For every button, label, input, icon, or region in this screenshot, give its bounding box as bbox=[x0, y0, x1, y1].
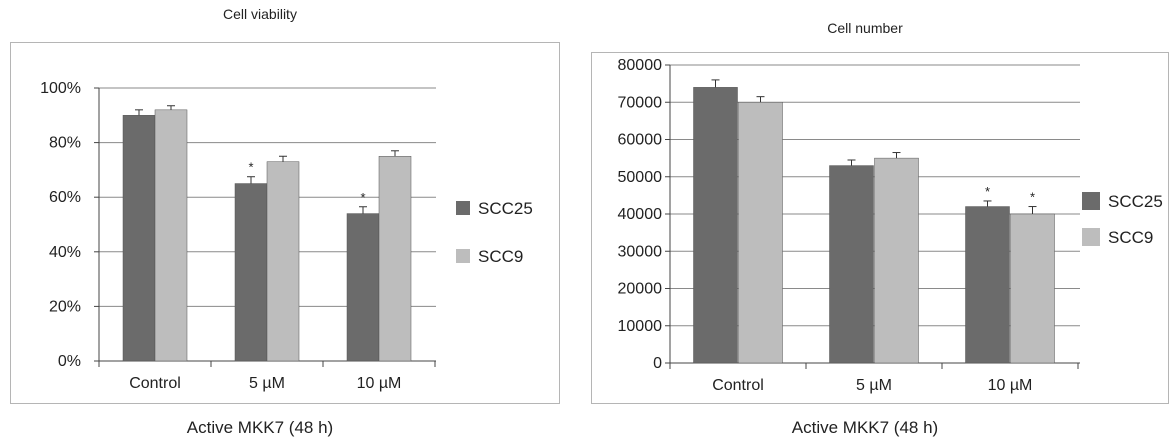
bar-scc25-0 bbox=[693, 87, 738, 364]
y-tick-label: 60% bbox=[49, 189, 81, 206]
chart-title-viability: Cell viability bbox=[223, 6, 297, 22]
bar-scc25-2 bbox=[965, 206, 1010, 364]
significance-star: * bbox=[360, 190, 365, 205]
legend-label-scc9: SCC9 bbox=[478, 247, 523, 266]
y-tick-label: 40% bbox=[49, 244, 81, 261]
bar-scc9-1 bbox=[266, 161, 300, 362]
significance-star: * bbox=[985, 184, 990, 199]
bar-scc25-2 bbox=[346, 213, 380, 362]
legend-swatch-scc9 bbox=[1082, 228, 1100, 246]
x-tick-label: Control bbox=[712, 377, 764, 394]
y-tick-label: 10000 bbox=[618, 318, 663, 335]
chart-viability: 0% 20% 40% 60% 80% 100% Control * 5 µM * 10 µM SCC2… bbox=[40, 80, 533, 392]
chart-title-cell-number: Cell number bbox=[827, 20, 903, 36]
bar-scc25-1 bbox=[829, 165, 874, 364]
x-tick-label: 10 µM bbox=[988, 377, 1033, 394]
y-tick-label: 80% bbox=[49, 135, 81, 152]
y-tick-label: 100% bbox=[40, 80, 81, 97]
y-tick-label: 20000 bbox=[618, 281, 663, 298]
chart-frame-cell-number: 0 10000 20000 30000 40000 50000 60000 70000 8000… bbox=[591, 52, 1169, 404]
y-tick-label: 50000 bbox=[618, 169, 663, 186]
bar-scc25-0 bbox=[122, 115, 156, 362]
x-tick-label: 10 µM bbox=[357, 375, 402, 392]
bar-scc9-1 bbox=[874, 157, 919, 364]
y-tick-label: 30000 bbox=[618, 243, 663, 260]
significance-star: * bbox=[248, 160, 253, 175]
y-tick-label: 0% bbox=[58, 353, 81, 370]
bar-scc9-0 bbox=[738, 102, 783, 364]
legend-swatch-scc9 bbox=[456, 249, 470, 263]
bar-scc9-2 bbox=[378, 156, 412, 362]
x-axis-label-cell-number: Active MKK7 (48 h) bbox=[791, 418, 939, 437]
legend-label-scc25: SCC25 bbox=[1108, 192, 1163, 211]
bar-scc9-0 bbox=[154, 109, 188, 362]
chart-frame-viability: 0% 20% 40% 60% 80% 100% Control * 5 µM * 10 µM SCC2… bbox=[10, 42, 560, 404]
legend-label-scc9: SCC9 bbox=[1108, 228, 1153, 247]
bar-scc9-2 bbox=[1010, 213, 1055, 364]
y-tick-label: 60000 bbox=[618, 132, 663, 149]
y-tick-label: 0 bbox=[653, 355, 662, 372]
bar-scc25-1 bbox=[234, 183, 268, 362]
x-tick-label: 5 µM bbox=[856, 377, 892, 394]
x-tick-label: 5 µM bbox=[249, 375, 285, 392]
y-tick-label: 70000 bbox=[618, 94, 663, 111]
legend-label-scc25: SCC25 bbox=[478, 199, 533, 218]
chart-cell-number: 0 10000 20000 30000 40000 50000 60000 70000 8000… bbox=[618, 57, 1163, 394]
y-tick-label: 80000 bbox=[618, 57, 663, 74]
y-tick-label: 20% bbox=[49, 298, 81, 315]
significance-star: * bbox=[1030, 190, 1035, 205]
y-tick-label: 40000 bbox=[618, 206, 663, 223]
x-tick-label: Control bbox=[129, 375, 181, 392]
legend-swatch-scc25 bbox=[456, 201, 470, 215]
x-axis-label-viability: Active MKK7 (48 h) bbox=[186, 418, 334, 437]
legend-swatch-scc25 bbox=[1082, 192, 1100, 210]
